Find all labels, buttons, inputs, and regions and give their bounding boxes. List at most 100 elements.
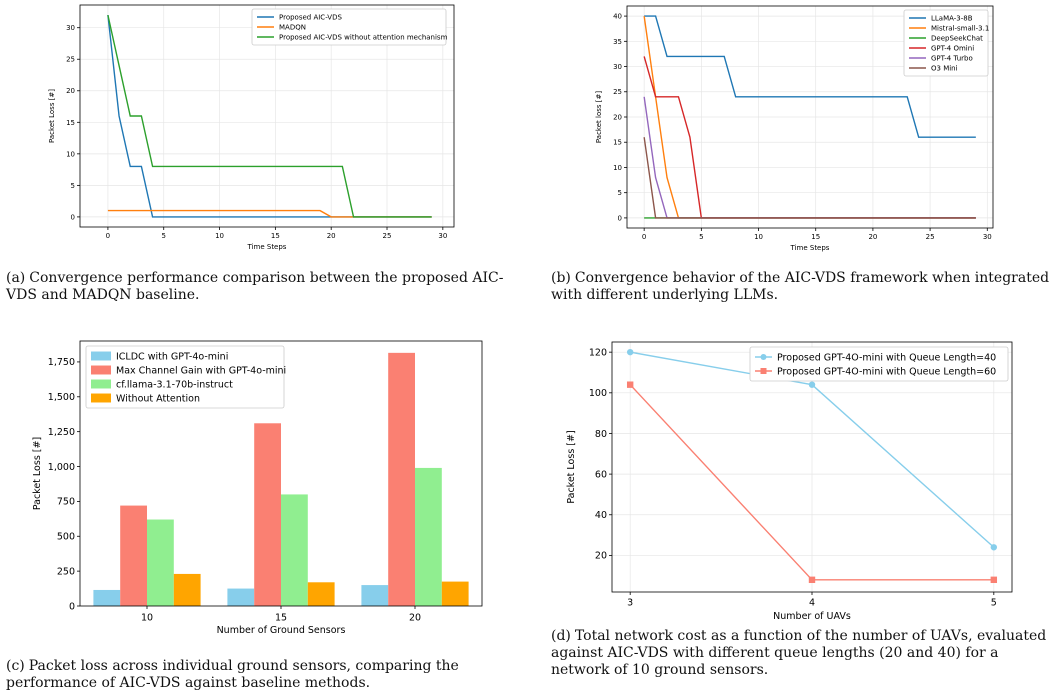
bar-cf-llama-3-1-70b-instruct-20 xyxy=(415,467,442,606)
y-tick-label-10: 10 xyxy=(66,150,75,158)
legend-label-mistral-small-3-1: Mistral-small-3.1 xyxy=(931,24,989,32)
chart-c-legend xyxy=(85,345,285,409)
x-tick-label-20: 20 xyxy=(409,613,421,624)
bar-without-attention-10 xyxy=(173,573,201,606)
y-tick-label-5: 5 xyxy=(618,189,622,197)
y-tick-label-20: 20 xyxy=(595,551,607,562)
x-tick-label-10: 10 xyxy=(215,232,224,240)
y-tick-label-0: 0 xyxy=(71,213,75,221)
x-tick-label-15: 15 xyxy=(271,232,280,240)
y-tick-label-15: 15 xyxy=(66,119,75,127)
chart-a-frame xyxy=(79,4,455,228)
x-axis-label: Number of UAVs xyxy=(773,611,851,622)
y-tick-label-500: 500 xyxy=(57,532,75,543)
legend-label-gpt-4-turbo: GPT-4 Turbo xyxy=(931,54,973,62)
legend-label-madqn: MADQN xyxy=(279,23,306,31)
y-tick-label-0: 0 xyxy=(69,601,75,612)
bar-cf-llama-3-1-70b-instruct-10 xyxy=(147,519,174,606)
caption-d: (d) Total network cost as a function of t… xyxy=(551,628,1051,679)
x-tick-label-5: 5 xyxy=(991,598,997,609)
series-line-o3-mini xyxy=(643,137,976,219)
y-tick-label-40: 40 xyxy=(613,13,622,21)
x-tick-label-0: 0 xyxy=(642,233,646,241)
legend-swatch-cf-llama-3-1-70b-instruct xyxy=(91,379,111,389)
x-tick-label-15: 15 xyxy=(275,613,287,624)
y-tick-label-20: 20 xyxy=(613,113,622,121)
y-tick-label-25: 25 xyxy=(613,88,622,96)
y-axis-label: Packet loss [#] xyxy=(595,91,603,143)
caption-c: (c) Packet loss across individual ground … xyxy=(6,658,522,692)
chart-b-legend xyxy=(903,9,989,77)
y-tick-label-25: 25 xyxy=(66,56,75,64)
series-line-proposed-aic-vds-without-attention-mechanism xyxy=(107,14,432,218)
y-tick-label-1500: 1,500 xyxy=(48,392,75,403)
bar-max-channel-gain-with-gpt-4o-mini-15 xyxy=(254,423,281,606)
x-tick-label-5: 5 xyxy=(161,232,165,240)
series-line-llama-3-8b xyxy=(644,15,976,138)
legend-label-deepseekchat: DeepSeekChat xyxy=(931,34,983,42)
x-tick-label-20: 20 xyxy=(327,232,336,240)
x-tick-label-30: 30 xyxy=(438,232,447,240)
y-tick-label-30: 30 xyxy=(66,24,75,32)
y-tick-label-35: 35 xyxy=(613,38,622,46)
caption-d-text: Total network cost as a function of the … xyxy=(551,628,1047,678)
x-tick-label-3: 3 xyxy=(627,598,633,609)
caption-b-text: Convergence behavior of the AIC-VDS fram… xyxy=(551,270,1050,303)
legend-label-o3-mini: O3 Mini xyxy=(931,64,958,72)
caption-c-label: (c) xyxy=(6,658,25,674)
x-tick-label-0: 0 xyxy=(106,232,110,240)
legend-swatch-without-attention xyxy=(91,393,111,403)
x-tick-label-10: 10 xyxy=(754,233,763,241)
bar-without-attention-15 xyxy=(307,582,335,606)
legend-label-proposed-aic-vds: Proposed AIC-VDS xyxy=(279,13,342,21)
x-axis-label: Time Steps xyxy=(790,244,830,252)
legend-label-icldc-with-gpt-4o-mini: ICLDC with GPT-4o-mini xyxy=(116,351,228,362)
legend-label-proposed-gpt-4o-mini-with-queue-length-60: Proposed GPT-4O-mini with Queue Length=6… xyxy=(777,366,996,377)
series-line-gpt-4-turbo xyxy=(643,96,976,219)
bar-max-channel-gain-with-gpt-4o-mini-10 xyxy=(120,505,147,606)
bar-icldc-with-gpt-4o-mini-10 xyxy=(93,589,121,606)
legend-marker-proposed-gpt-4o-mini-with-queue-length-60 xyxy=(760,368,767,374)
legend-label-proposed-gpt-4o-mini-with-queue-length-40: Proposed GPT-4O-mini with Queue Length=4… xyxy=(777,352,996,363)
y-tick-label-100: 100 xyxy=(589,388,607,399)
data-point-proposed-gpt-4o-mini-with-queue-length-40-0 xyxy=(626,348,634,356)
legend-label-cf-llama-3-1-70b-instruct: cf.llama-3.1-70b-instruct xyxy=(116,379,233,390)
caption-a-label: (a) xyxy=(6,270,26,286)
y-tick-label-1250: 1,250 xyxy=(48,427,75,438)
x-tick-label-25: 25 xyxy=(383,232,392,240)
legend-swatch-max-channel-gain-with-gpt-4o-mini xyxy=(91,365,111,375)
bar-icldc-with-gpt-4o-mini-15 xyxy=(227,588,255,606)
legend-label-gpt-4-omini: GPT-4 Omini xyxy=(931,44,974,52)
chart-a: 0 5 10 15 20 25 30 0 5 10 15 20 25 30 Time Steps Packet… xyxy=(48,4,455,251)
chart-d-panel: 3 4 5 20 40 60 80 100 120 Number of UAVs Packet Lo… xyxy=(528,332,1057,624)
x-tick-label-25: 25 xyxy=(926,233,935,241)
y-tick-label-250: 250 xyxy=(57,566,75,577)
bar-max-channel-gain-with-gpt-4o-mini-20 xyxy=(388,352,415,606)
data-point-proposed-gpt-4o-mini-with-queue-length-60-1 xyxy=(808,576,816,584)
x-tick-label-5: 5 xyxy=(699,233,703,241)
y-tick-label-15: 15 xyxy=(613,139,622,147)
x-axis-label: Number of Ground Sensors xyxy=(217,625,346,636)
chart-d-legend xyxy=(749,346,1009,382)
series-line-madqn xyxy=(107,209,432,218)
chart-b: 0 5 10 15 20 25 30 0 5 10 15 20 25 30 35 40 Time Steps Pa… xyxy=(595,5,994,252)
chart-d: 3 4 5 20 40 60 80 100 120 Number of UAVs Packet Lo… xyxy=(566,341,1013,622)
legend-label-without-attention: Without Attention xyxy=(116,393,200,404)
y-tick-label-750: 750 xyxy=(57,497,75,508)
caption-a-text: Convergence performance comparison betwe… xyxy=(6,270,504,303)
y-tick-label-30: 30 xyxy=(613,63,622,71)
y-tick-label-120: 120 xyxy=(589,347,607,358)
data-point-proposed-gpt-4o-mini-with-queue-length-60-0 xyxy=(626,381,634,388)
chart-a-legend xyxy=(251,8,447,46)
y-axis-label: Packet Loss [#] xyxy=(48,89,56,143)
y-tick-label-0: 0 xyxy=(618,214,622,222)
caption-c-text: Packet loss across individual ground sen… xyxy=(6,658,459,691)
y-tick-label-20: 20 xyxy=(66,87,75,95)
caption-b-label: (b) xyxy=(551,270,571,286)
bar-icldc-with-gpt-4o-mini-20 xyxy=(361,585,389,606)
data-point-proposed-gpt-4o-mini-with-queue-length-60-2 xyxy=(990,576,998,584)
caption-d-label: (d) xyxy=(551,628,571,644)
chart-b-panel: 0 5 10 15 20 25 30 0 5 10 15 20 25 30 35 40 Time Steps Pa… xyxy=(528,0,1057,260)
x-tick-label-15: 15 xyxy=(811,233,820,241)
y-tick-label-5: 5 xyxy=(71,182,75,190)
